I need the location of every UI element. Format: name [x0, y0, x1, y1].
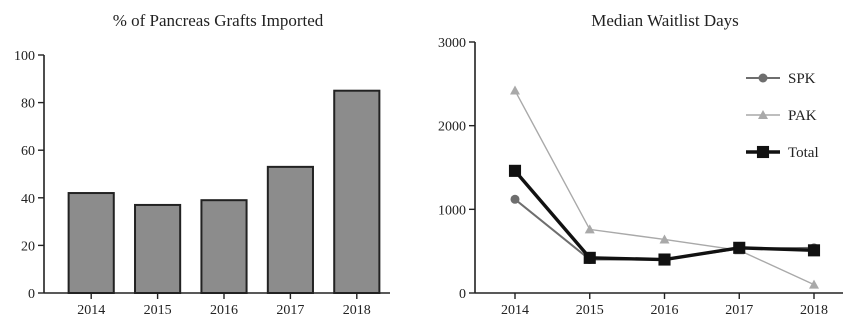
bar-y-tick-label: 0	[28, 287, 35, 302]
data-point-total	[807, 244, 821, 257]
line-x-tick-label: 2016	[651, 303, 679, 318]
bar-y-tick-label: 60	[21, 144, 35, 159]
bar	[200, 199, 248, 294]
series-line-total	[513, 169, 815, 262]
bar-x-tick-label: 2015	[144, 303, 172, 318]
line-x-tick-label: 2017	[725, 303, 753, 318]
data-point-pak	[584, 224, 595, 234]
bar-chart-title: % of Pancreas Grafts Imported	[113, 11, 324, 30]
line-y-tick-label: 2000	[438, 120, 466, 135]
bar	[266, 165, 314, 294]
bar-y-tick-label: 80	[21, 97, 35, 112]
bar-y-tick-label: 40	[21, 192, 35, 207]
legend-marker	[756, 145, 770, 159]
line-chart-legend: SPK PAK Total	[746, 71, 819, 161]
legend-marker	[758, 73, 768, 83]
bar	[333, 89, 381, 294]
line-y-tick-label: 0	[459, 287, 466, 302]
bar-chart-bars	[67, 89, 381, 294]
line-x-tick-label: 2014	[501, 303, 529, 318]
bar	[134, 203, 182, 294]
legend-label: SPK	[788, 71, 816, 87]
data-point-spk	[510, 194, 520, 204]
bar-x-tick-label: 2018	[343, 303, 371, 318]
bar-x-tick-label: 2014	[77, 303, 105, 318]
line-y-tick-label: 3000	[438, 36, 466, 51]
bar-chart: % of Pancreas Grafts Imported 0 20 40 60 80 1…	[14, 11, 390, 318]
data-point-pak	[809, 279, 819, 289]
data-point-total	[583, 251, 596, 264]
data-point-total	[733, 241, 746, 254]
line-chart: Median Waitlist Days 0 1000 2000 3000 2014 20…	[438, 11, 843, 318]
bar-y-tick-label: 100	[14, 49, 35, 64]
data-point-total	[658, 253, 671, 266]
bar	[67, 192, 115, 294]
bar-x-tick-label: 2016	[210, 303, 238, 318]
line-x-tick-label: 2015	[576, 303, 604, 318]
line-chart-series	[508, 85, 821, 289]
line-y-tick-label: 1000	[438, 203, 466, 218]
bar-x-tick-label: 2017	[276, 303, 304, 318]
legend-label: PAK	[788, 108, 817, 124]
data-point-pak	[659, 234, 670, 244]
legend-label: Total	[788, 145, 819, 161]
line-chart-axes: 0 1000 2000 3000 2014 2015 2016 2017 2018	[438, 36, 843, 318]
data-point-pak	[510, 85, 520, 95]
line-x-tick-label: 2018	[800, 303, 828, 318]
legend-marker	[758, 110, 768, 119]
bar-y-tick-label: 20	[21, 239, 35, 254]
line-chart-title: Median Waitlist Days	[591, 11, 739, 30]
data-point-total	[508, 164, 522, 177]
bar-chart-axes: 0 20 40 60 80 100 2014 2015 2016 2017 2018	[14, 49, 390, 318]
